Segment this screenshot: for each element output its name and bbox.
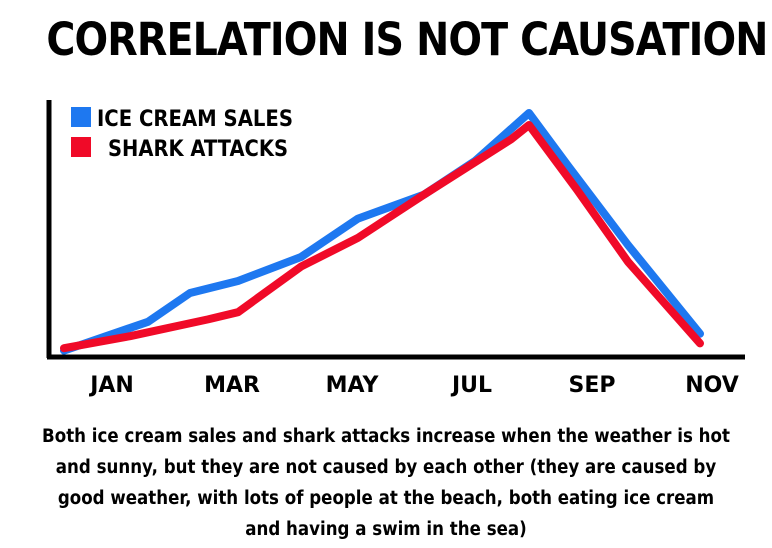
- line-chart: JAN MAR MAY JUL SEP NOV ICE CREAM SALES SHARK …: [46, 100, 745, 398]
- legend-label-ice-cream-sales: ICE CREAM SALES: [97, 107, 293, 132]
- legend-swatch-shark-attacks: [71, 137, 91, 157]
- x-tick-label-jul: JUL: [450, 373, 492, 398]
- series-line-shark-attacks: [60, 121, 704, 353]
- x-tick-label-mar: MAR: [204, 373, 260, 398]
- legend-label-shark-attacks: SHARK ATTACKS: [108, 137, 288, 162]
- x-tick-label-may: MAY: [326, 373, 380, 398]
- chart-title: CORRELATION IS NOT CAUSATION!: [46, 13, 772, 66]
- legend: ICE CREAM SALES SHARK ATTACKS: [71, 107, 293, 162]
- x-tick-label-nov: NOV: [685, 373, 739, 398]
- plot-lines: [60, 109, 704, 355]
- series-line-ice-cream-sales: [60, 109, 704, 355]
- x-tick-labels: JAN MAR MAY JUL SEP NOV: [88, 373, 739, 398]
- x-tick-label-jan: JAN: [88, 373, 134, 398]
- x-tick-label-sep: SEP: [569, 373, 616, 398]
- chart-caption: Both ice cream sales and shark attacks i…: [42, 426, 730, 540]
- legend-swatch-ice-cream-sales: [71, 107, 91, 127]
